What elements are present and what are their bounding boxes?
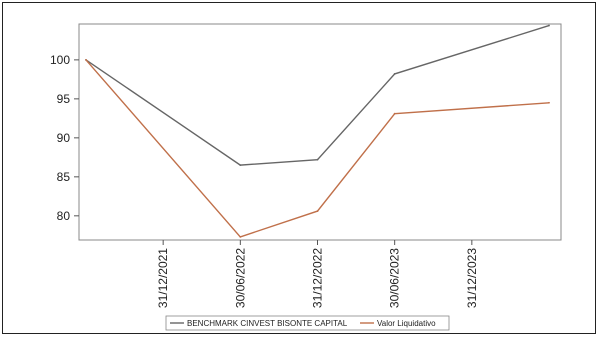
- y-tick-label: 100: [50, 53, 70, 67]
- data-point: [239, 235, 242, 238]
- legend-label: BENCHMARK CINVEST BISONTE CAPITAL: [187, 319, 348, 328]
- y-tick-label: 80: [57, 209, 71, 223]
- data-point: [393, 112, 396, 115]
- chart-frame: [2, 2, 596, 334]
- series-layer: [85, 24, 550, 238]
- plot-area: [78, 23, 562, 241]
- data-point: [548, 101, 550, 104]
- y-tick-label: 95: [57, 92, 71, 106]
- x-tick-label: 31/12/2021: [156, 248, 170, 308]
- x-tick-label: 31/12/2022: [311, 248, 325, 308]
- data-point: [548, 24, 550, 27]
- x-tick-label: 31/12/2023: [465, 248, 479, 308]
- x-tick-label: 30/06/2023: [388, 248, 402, 308]
- data-point: [316, 210, 319, 213]
- data-point: [316, 158, 319, 161]
- series-line-1: [85, 24, 550, 166]
- x-tick-label: 30/06/2022: [233, 248, 247, 308]
- data-point: [85, 58, 87, 61]
- y-tick-label: 90: [57, 131, 71, 145]
- data-point: [239, 164, 242, 167]
- legend-box: [165, 315, 450, 331]
- y-axis: 80 85 90 95 100: [50, 53, 79, 223]
- data-point: [393, 73, 396, 75]
- x-axis: 31/12/2021 30/06/2022 31/12/2022 30/06/2023…: [156, 240, 479, 308]
- legend-label: Valor Liquidativo: [377, 319, 436, 328]
- legend: BENCHMARK CINVEST BISONTE CAPITAL Valor L…: [165, 315, 450, 331]
- y-tick-label: 85: [57, 170, 71, 184]
